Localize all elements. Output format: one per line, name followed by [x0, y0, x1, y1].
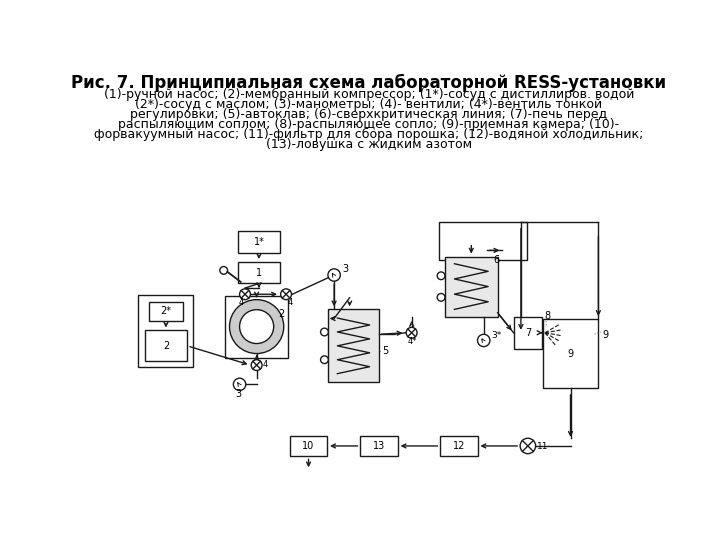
Circle shape [437, 294, 445, 301]
Bar [441, 436, 477, 456]
Bar [148, 301, 184, 321]
Circle shape [230, 300, 284, 354]
Text: 6: 6 [494, 255, 500, 265]
Circle shape [320, 328, 328, 336]
Circle shape [240, 289, 251, 300]
Bar [513, 316, 542, 349]
Text: 4: 4 [287, 298, 293, 307]
Bar [238, 231, 280, 253]
Bar [328, 309, 379, 382]
Circle shape [233, 378, 246, 390]
Text: 3*: 3* [492, 331, 502, 340]
Bar [138, 295, 194, 367]
Text: 4*: 4* [408, 336, 418, 346]
Bar [361, 436, 397, 456]
Circle shape [437, 272, 445, 280]
Text: 7: 7 [525, 328, 531, 338]
Bar [543, 319, 598, 388]
Bar [290, 436, 327, 456]
Circle shape [328, 269, 341, 281]
Text: 12: 12 [453, 441, 465, 451]
Text: 4: 4 [263, 360, 268, 369]
Circle shape [251, 360, 262, 370]
Text: распыляющим соплом; (8)-распыляющее сопло; (9)-приемная камера; (10)-: распыляющим соплом; (8)-распыляющее сопл… [118, 118, 620, 131]
Text: 2: 2 [163, 341, 169, 351]
Circle shape [520, 438, 536, 454]
Text: 11: 11 [537, 442, 549, 451]
Text: 10: 10 [302, 441, 315, 451]
Bar [438, 222, 527, 260]
Text: 3: 3 [235, 389, 242, 399]
Text: 1*: 1* [253, 237, 264, 247]
Text: 2*: 2* [161, 306, 171, 316]
Text: 9: 9 [602, 330, 608, 340]
Text: регулировки; (5)-автоклав; (6)-сверхкритическая линия; (7)-печь перед: регулировки; (5)-автоклав; (6)-сверхкрит… [130, 108, 608, 121]
Text: 5: 5 [382, 346, 389, 355]
Text: Рис. 7. Принципиальная схема лабораторной RESS-установки: Рис. 7. Принципиальная схема лабораторно… [71, 74, 667, 92]
Bar [445, 256, 498, 316]
Text: 4: 4 [239, 298, 244, 307]
Text: 2: 2 [279, 309, 284, 319]
Circle shape [320, 356, 328, 363]
Text: 3: 3 [342, 264, 348, 274]
Text: форвакуумный насос; (11)-фильтр для сбора порошка; (12)-водяной холодильник;: форвакуумный насос; (11)-фильтр для сбор… [94, 128, 644, 141]
Text: (13)-ловушка с жидким азотом: (13)-ловушка с жидким азотом [266, 138, 472, 151]
Text: 1: 1 [256, 268, 262, 278]
Circle shape [281, 289, 292, 300]
Text: 13: 13 [373, 441, 385, 451]
Bar [238, 262, 280, 284]
Text: (2*)-сосуд с маслом; (3)-манометры; (4)- вентили; (4*)-вентиль тонкой: (2*)-сосуд с маслом; (3)-манометры; (4)-… [135, 98, 603, 111]
Text: (1)-ручной насос; (2)-мембранный компрессор; (1*)-сосуд с дистиллиров. водой: (1)-ручной насос; (2)-мембранный компрес… [104, 88, 634, 101]
Text: 8: 8 [544, 311, 551, 321]
Circle shape [406, 327, 417, 338]
Bar [225, 295, 288, 357]
Text: 9: 9 [567, 348, 574, 359]
Bar [145, 330, 187, 361]
Circle shape [220, 267, 228, 274]
Circle shape [240, 309, 274, 343]
Circle shape [477, 334, 490, 347]
